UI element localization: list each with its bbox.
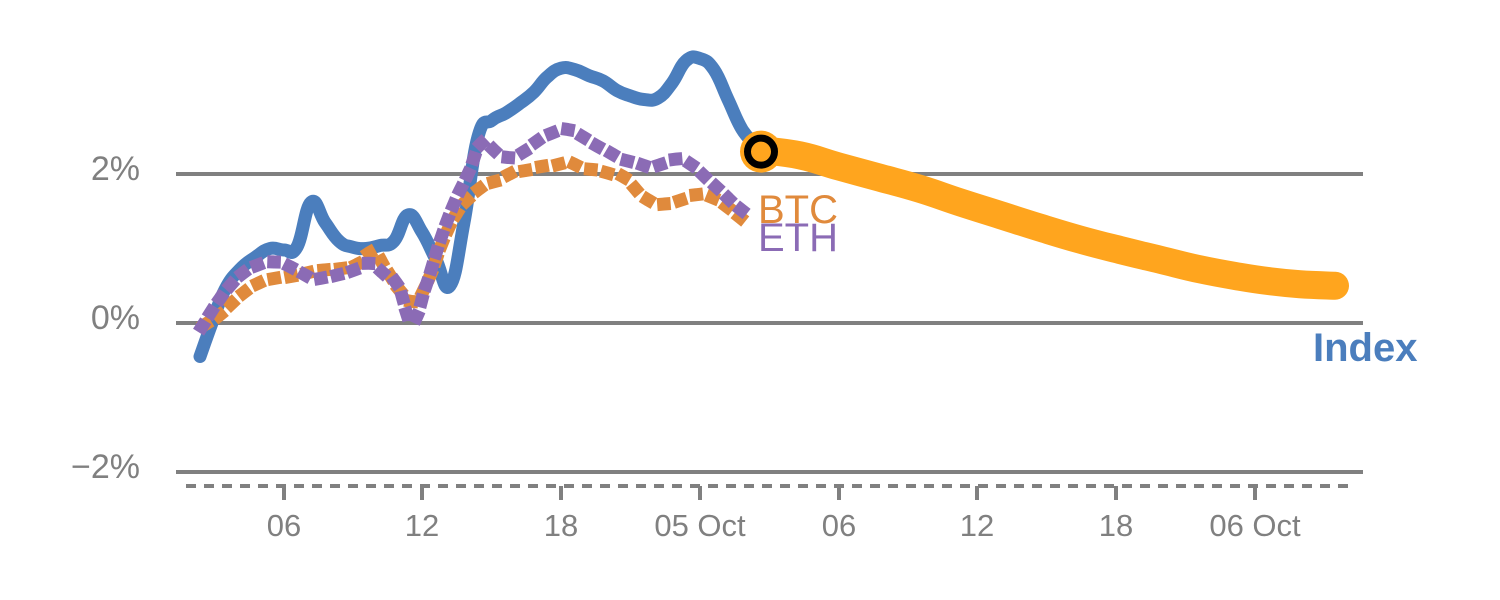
x-axis-tick-label: 06 [821, 508, 857, 543]
x-axis [186, 484, 1355, 500]
transition-marker[interactable] [740, 130, 782, 173]
x-axis-tick-label: 06 [266, 508, 302, 543]
y-axis-tick-label: 2% [90, 150, 140, 188]
series-path-index [193, 50, 768, 364]
gridlines [176, 172, 1363, 474]
btc-series-label: BTC [758, 188, 838, 232]
eth-series-label: ETH [758, 216, 838, 260]
y-axis-tick-label: 0% [90, 299, 140, 337]
x-axis-tick-label: 06 Oct [1209, 508, 1301, 543]
series-path-eth [193, 122, 758, 336]
x-axis-tick-label: 05 Oct [654, 508, 746, 543]
series-path-btc [196, 156, 761, 334]
x-axis-tick-label: 12 [959, 508, 995, 543]
x-axis-tick-label: 12 [404, 508, 440, 543]
x-axis-tick-label: 18 [1098, 508, 1134, 543]
marker-ring-icon[interactable] [744, 134, 778, 169]
index-series-label: Index [1313, 326, 1418, 370]
series-path-index-forecast [747, 136, 1349, 300]
series-lines [193, 50, 1349, 364]
x-axis-tick-label: 18 [543, 508, 579, 543]
y-axis-tick-label: −2% [71, 448, 140, 486]
